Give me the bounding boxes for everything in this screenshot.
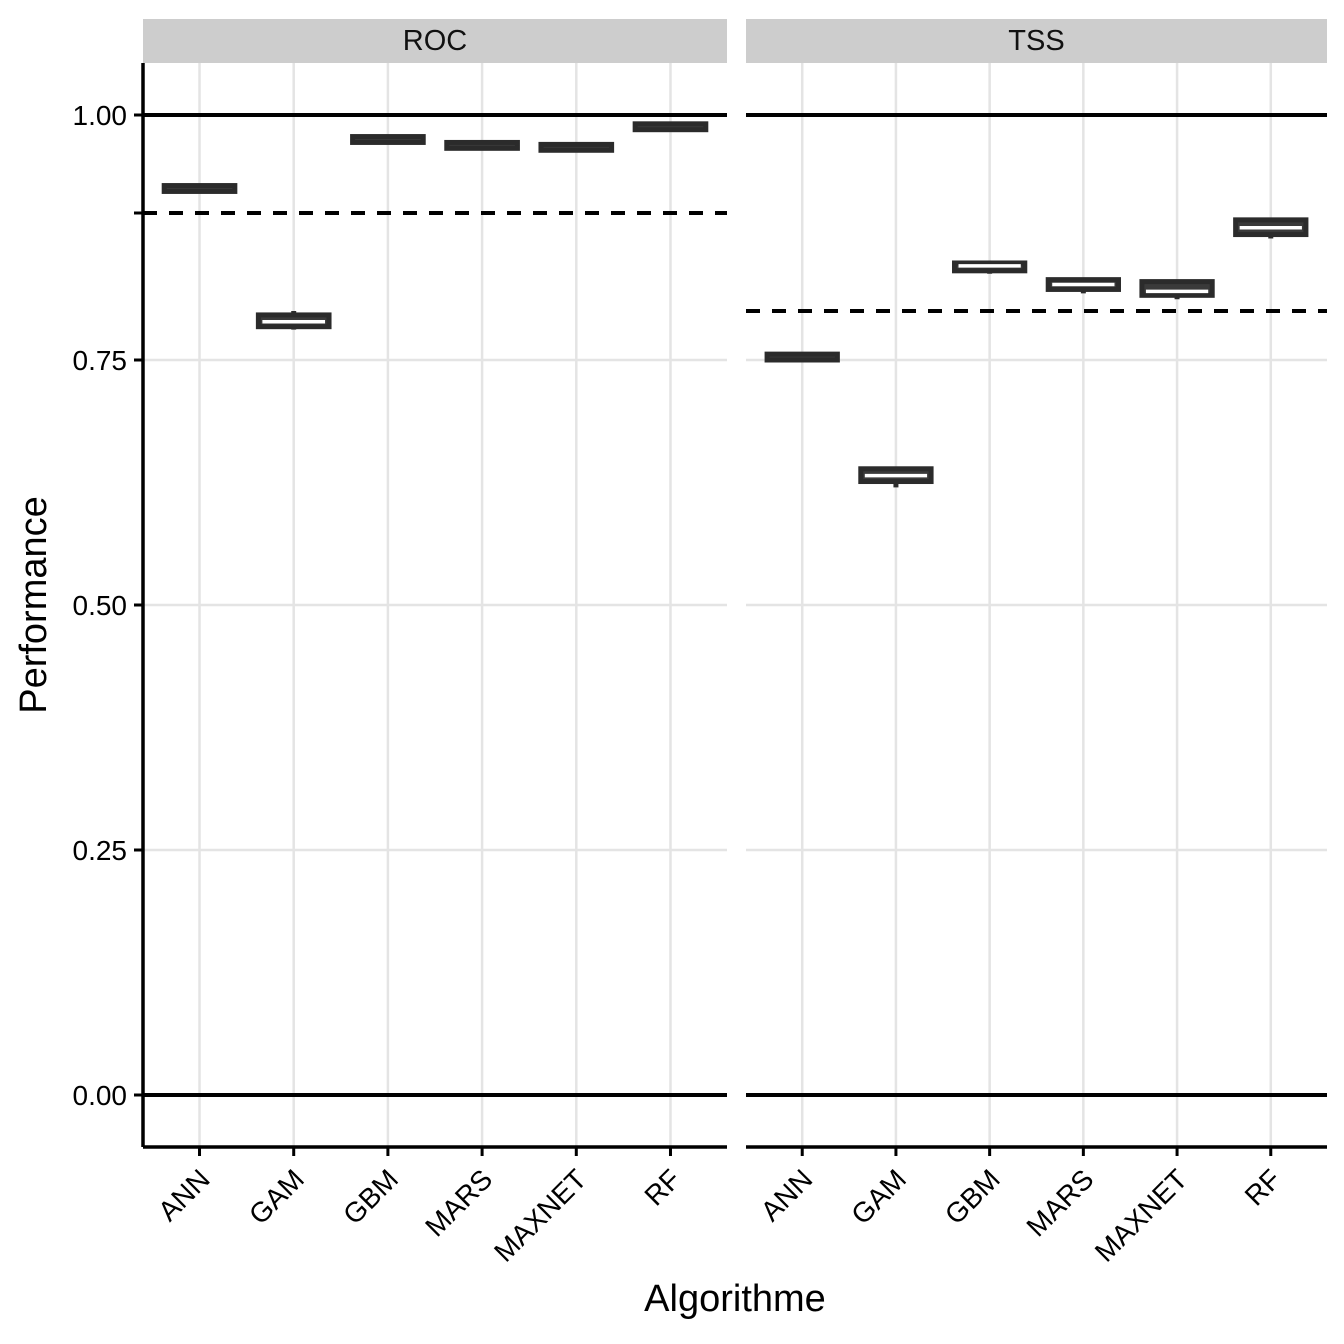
x-axis-tick-label: MAXNET: [488, 1163, 592, 1267]
x-axis-tick-label: GAM: [845, 1163, 912, 1230]
facet-strip-label-roc: ROC: [402, 24, 468, 57]
x-axis-title: Algorithme: [644, 1278, 826, 1320]
boxplot-box: [632, 121, 709, 133]
y-axis-title: Performance: [13, 496, 55, 714]
boxplot-box: [538, 141, 615, 153]
x-axis-tick-label: MARS: [419, 1163, 498, 1242]
x-axis-tick-label: MARS: [1020, 1163, 1099, 1242]
x-axis-tick-label: ANN: [755, 1163, 819, 1227]
y-axis-tick-label: 0.25: [73, 835, 128, 866]
y-axis-tick-label: 1.00: [73, 100, 128, 131]
boxplot-box: [444, 139, 520, 151]
boxplot-box: [350, 134, 426, 145]
y-axis-tick-label: 0.00: [73, 1080, 128, 1111]
x-axis-tick-label: GBM: [939, 1163, 1006, 1230]
facet-strip-tss: TSS: [746, 19, 1327, 63]
x-axis-tick-label: MAXNET: [1089, 1163, 1193, 1267]
boxplot-box: [161, 183, 238, 194]
x-axis-tick-label: GBM: [337, 1163, 404, 1230]
boxplot-box: [764, 351, 840, 363]
boxplot-box: [1139, 279, 1215, 298]
y-axis-tick-label: 0.50: [73, 590, 128, 621]
x-axis-tick-label: GAM: [243, 1163, 310, 1230]
y-axis-tick-label: 0.75: [73, 345, 128, 376]
x-axis-tick-label: ANN: [152, 1163, 216, 1227]
facet-strip-roc: ROC: [143, 19, 727, 63]
x-axis-tick-label: RF: [638, 1163, 686, 1211]
facet-strip-label-tss: TSS: [1008, 24, 1065, 57]
x-axis-tick-label: RF: [1239, 1163, 1287, 1211]
